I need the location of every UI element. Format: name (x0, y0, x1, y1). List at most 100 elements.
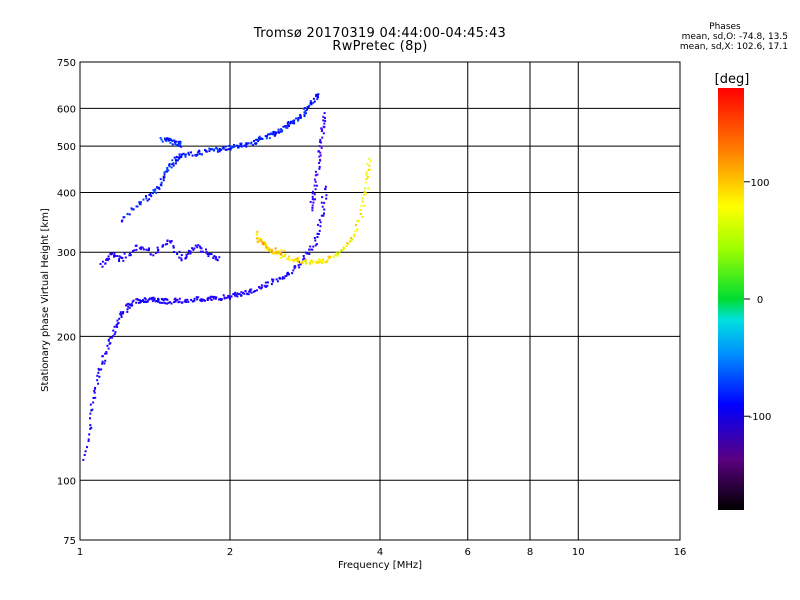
y-tick-label: 750 (57, 58, 76, 69)
data-point (270, 250, 273, 253)
data-point (228, 144, 231, 147)
data-point (145, 248, 148, 251)
data-point (123, 216, 126, 219)
data-point (176, 159, 179, 162)
data-point (105, 352, 108, 355)
data-point (217, 149, 220, 152)
data-point (193, 297, 196, 300)
data-point (206, 298, 209, 301)
data-point (174, 299, 177, 302)
data-point (172, 245, 175, 248)
data-point (231, 146, 234, 149)
data-point (130, 302, 133, 305)
data-point (324, 185, 327, 188)
data-point (162, 179, 165, 182)
data-point (209, 297, 212, 300)
data-point (368, 168, 371, 171)
data-point (156, 298, 159, 301)
data-point (310, 102, 313, 104)
data-point (255, 289, 258, 292)
data-point (169, 141, 172, 144)
data-point (167, 138, 170, 141)
data-point (197, 244, 200, 247)
data-point (144, 298, 147, 301)
data-point (316, 98, 319, 101)
data-point (367, 169, 370, 171)
data-point (338, 250, 341, 253)
data-point (209, 253, 212, 256)
data-point (234, 291, 237, 294)
data-point (322, 132, 325, 135)
data-point (196, 298, 199, 301)
data-point (145, 301, 148, 303)
data-point (342, 247, 345, 250)
data-points (82, 93, 372, 461)
data-point (363, 204, 365, 207)
data-point (218, 150, 221, 153)
data-point (132, 208, 135, 211)
data-point (306, 108, 309, 111)
data-point (319, 151, 322, 154)
data-point (121, 219, 124, 222)
x-tick-label: 16 (674, 547, 687, 558)
stats-title: Phases (709, 22, 741, 32)
data-point (173, 251, 175, 253)
data-point (319, 140, 321, 143)
data-point (120, 314, 123, 317)
x-tick-label: 1 (77, 547, 83, 558)
data-point (311, 248, 314, 251)
data-point (274, 247, 277, 250)
data-point (159, 301, 162, 304)
data-point (293, 121, 295, 124)
data-point (314, 180, 317, 183)
data-point (352, 233, 355, 236)
data-point (302, 255, 305, 257)
data-point (187, 300, 190, 303)
data-point (229, 146, 232, 148)
data-point (108, 342, 111, 345)
data-point (140, 246, 143, 249)
data-point (346, 242, 349, 244)
data-point (178, 153, 181, 156)
data-point (318, 219, 321, 221)
data-point (140, 248, 143, 251)
data-point (205, 248, 207, 251)
data-point (168, 165, 171, 168)
data-point (296, 257, 299, 260)
data-point (175, 140, 178, 143)
data-point (322, 119, 325, 122)
data-point (177, 301, 180, 304)
data-point (205, 149, 208, 152)
data-point (305, 262, 308, 265)
data-point (123, 252, 126, 255)
data-point (175, 162, 177, 165)
data-point (308, 104, 311, 107)
data-point (325, 194, 328, 197)
data-point (146, 199, 149, 202)
data-point (196, 246, 199, 249)
data-point (170, 302, 173, 305)
colorbar-tick-label: 100 (750, 178, 769, 189)
data-point (367, 187, 370, 190)
data-point (270, 248, 273, 251)
data-point (246, 293, 249, 296)
data-point (113, 333, 116, 336)
data-point (227, 148, 230, 151)
data-point (108, 257, 111, 260)
data-point (145, 195, 147, 198)
y-tick-label: 200 (57, 332, 76, 343)
data-point (233, 145, 236, 148)
data-point (315, 260, 318, 263)
data-point (224, 148, 227, 151)
stats-o-mode: mean, sd,O: -74.8, 13.5 (681, 32, 788, 42)
data-point (173, 156, 176, 159)
data-point (86, 446, 88, 449)
data-point (297, 259, 299, 262)
data-point (93, 389, 96, 392)
data-point (281, 129, 284, 132)
data-point (256, 230, 259, 233)
data-point (167, 301, 170, 304)
data-point (221, 146, 224, 149)
data-point (139, 201, 142, 204)
data-point (285, 125, 288, 128)
